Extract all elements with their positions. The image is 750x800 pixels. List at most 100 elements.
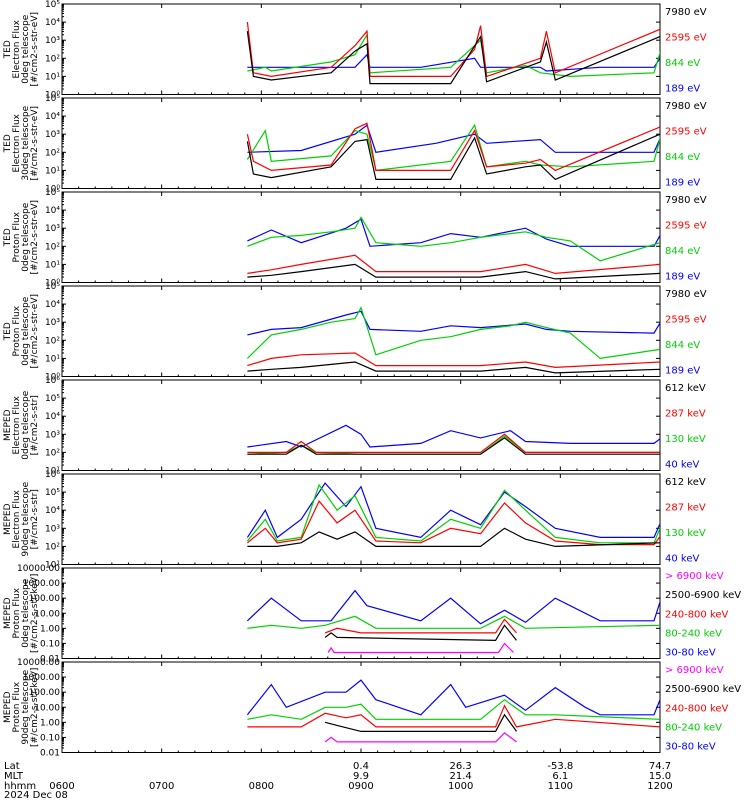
y-axis-label-line: MEPED <box>3 597 13 629</box>
series-green <box>247 216 660 262</box>
y-tick-label: 0.10 <box>40 733 60 743</box>
panel-7: 0.010.101.0010.00100.001000.0010000.00ME… <box>3 564 741 665</box>
series-blue <box>247 124 660 153</box>
plot-frame <box>61 191 661 283</box>
legend-entry: 2595 eV <box>665 315 707 326</box>
y-tick-label: 10⁰ <box>45 279 60 289</box>
y-tick-label: 10⁶ <box>45 376 60 386</box>
series-red <box>247 499 660 546</box>
legend-entry: 40 keV <box>665 554 699 565</box>
legend-entry: > 6900 keV <box>665 665 724 676</box>
legend-entry: 612 keV <box>665 383 706 394</box>
legend-entry: 287 keV <box>665 409 706 420</box>
series-green <box>247 615 660 629</box>
y-axis-label-line: TED <box>3 228 13 247</box>
y-axis-label-line: 0deg telescope <box>21 14 31 84</box>
y-axis-label-line: [#/cm2-s-str-keV] <box>30 668 40 747</box>
legend-entry: 844 eV <box>665 246 700 257</box>
y-tick-label: 10² <box>45 54 60 64</box>
legend-entry: 80-240 keV <box>665 722 722 733</box>
y-tick-label: 10⁰ <box>45 373 60 383</box>
y-axis-label-line: 0deg telescope <box>21 296 31 366</box>
y-axis-label-line: Electron Flux <box>12 395 22 454</box>
y-axis-label-line: MEPED <box>3 691 13 723</box>
y-axis-label: MEPEDElectron Flux90deg telescope[#/cm2-… <box>3 481 40 556</box>
series-red <box>247 704 660 728</box>
series-black <box>324 624 517 642</box>
series-blue <box>246 679 660 716</box>
plot-frame <box>61 3 661 95</box>
series-red <box>247 254 660 275</box>
x-footer-tick: 0900 <box>348 781 373 792</box>
series-magenta <box>327 642 514 654</box>
y-axis-label-line: 90deg telescope <box>21 669 31 744</box>
series-black <box>247 361 660 374</box>
series-black <box>247 527 660 548</box>
y-tick-label: 0.10 <box>40 639 60 649</box>
legend-entry: 30-80 keV <box>665 742 716 753</box>
legend-entry: 130 keV <box>665 434 706 445</box>
y-axis-label-line: 0deg telescope <box>21 390 31 460</box>
series-red <box>247 433 660 453</box>
y-axis-label-line: Proton Flux <box>12 587 22 638</box>
y-tick-label: 10¹ <box>45 561 60 571</box>
legend-entry: 844 eV <box>665 340 700 351</box>
y-tick-label: 1000.00 <box>23 579 60 589</box>
x-footer-tick: 0800 <box>249 781 274 792</box>
series-green <box>247 698 660 720</box>
y-tick-label: 10000.00 <box>17 658 60 668</box>
x-footer-tick: 26.3 <box>450 761 472 772</box>
legend-entry: 7980 eV <box>665 195 707 206</box>
legend-entry: 189 eV <box>665 366 700 377</box>
y-tick-label: 0.01 <box>40 655 60 665</box>
y-axis-label-line: 30deg telescope <box>21 105 31 180</box>
y-tick-label: 10⁴ <box>45 506 60 516</box>
panel-8: 0.010.101.0010.00100.001000.0010000.00ME… <box>3 658 741 759</box>
y-tick-label: 10⁴ <box>45 112 60 122</box>
y-axis-label-line: TED <box>3 322 13 341</box>
series-black <box>247 437 660 455</box>
y-axis-label-line: Proton Flux <box>12 305 22 356</box>
x-footer-tick: 0600 <box>49 781 74 792</box>
series-black <box>246 133 660 181</box>
y-tick-label: 10⁰ <box>45 91 60 101</box>
legend-entry: 80-240 keV <box>665 628 722 639</box>
series-red <box>246 22 660 78</box>
legend-entry: 2595 eV <box>665 221 707 232</box>
y-tick-label: 10.00 <box>34 703 60 713</box>
y-axis-label-line: 90deg telescope <box>21 481 31 556</box>
legend-entry: > 6900 keV <box>665 571 724 582</box>
y-axis-label: TEDElectron Flux0deg telescope[#/cm2-s-s… <box>3 12 40 87</box>
series-green <box>247 32 660 78</box>
y-tick-label: 10⁴ <box>45 206 60 216</box>
legend-entry: 2500-6900 keV <box>665 590 741 601</box>
y-axis-label-line: [#/cm2-s-str-eV] <box>30 200 40 275</box>
series-blue <box>246 482 660 539</box>
series-green <box>246 483 660 544</box>
x-axis-footer: Lat MLT hhmm 2024 Dec 08 0.4 26.3 -53.8 74.… <box>4 761 673 800</box>
date-label: 2024 Dec 08 <box>4 790 68 800</box>
y-axis-label-line: Proton Flux <box>12 211 22 262</box>
y-tick-label: 10⁴ <box>45 300 60 310</box>
x-footer-tick: 9.9 <box>353 771 369 782</box>
y-tick-label: 10⁵ <box>45 188 60 198</box>
series-blue <box>247 53 660 72</box>
y-axis-label: MEPEDElectron Flux0deg telescope[#/cm2-s… <box>3 390 40 460</box>
legend-entry: 189 eV <box>665 84 700 95</box>
legend-entry: 7980 eV <box>665 7 707 18</box>
y-axis-label-line: TED <box>3 134 13 153</box>
panel-5: 10¹ 10² 10³ 10⁴ 10⁵ 10⁶ MEPEDElectron Flux0deg… <box>3 376 706 477</box>
x-footer-tick: 74.7 <box>649 761 671 772</box>
y-tick-label: 10³ <box>45 130 60 140</box>
x-footer-tick: 0700 <box>149 781 174 792</box>
panel-3: 10⁰ 10¹ 10² 10³ 10⁴ 10⁵ TEDProton Flux0deg tel… <box>3 188 707 289</box>
legend-entry: 7980 eV <box>665 289 707 300</box>
y-tick-label: 10¹ <box>45 166 60 176</box>
y-tick-label: 10000.00 <box>17 564 60 574</box>
y-tick-label: 1.00 <box>40 624 60 634</box>
y-axis-label-line: MEPED <box>3 409 13 441</box>
y-tick-label: 10² <box>45 242 60 252</box>
y-tick-label: 10⁵ <box>45 0 60 10</box>
y-tick-label: 10³ <box>45 430 60 440</box>
y-axis-label-line: [#/cm2-s-str-eV] <box>30 106 40 181</box>
